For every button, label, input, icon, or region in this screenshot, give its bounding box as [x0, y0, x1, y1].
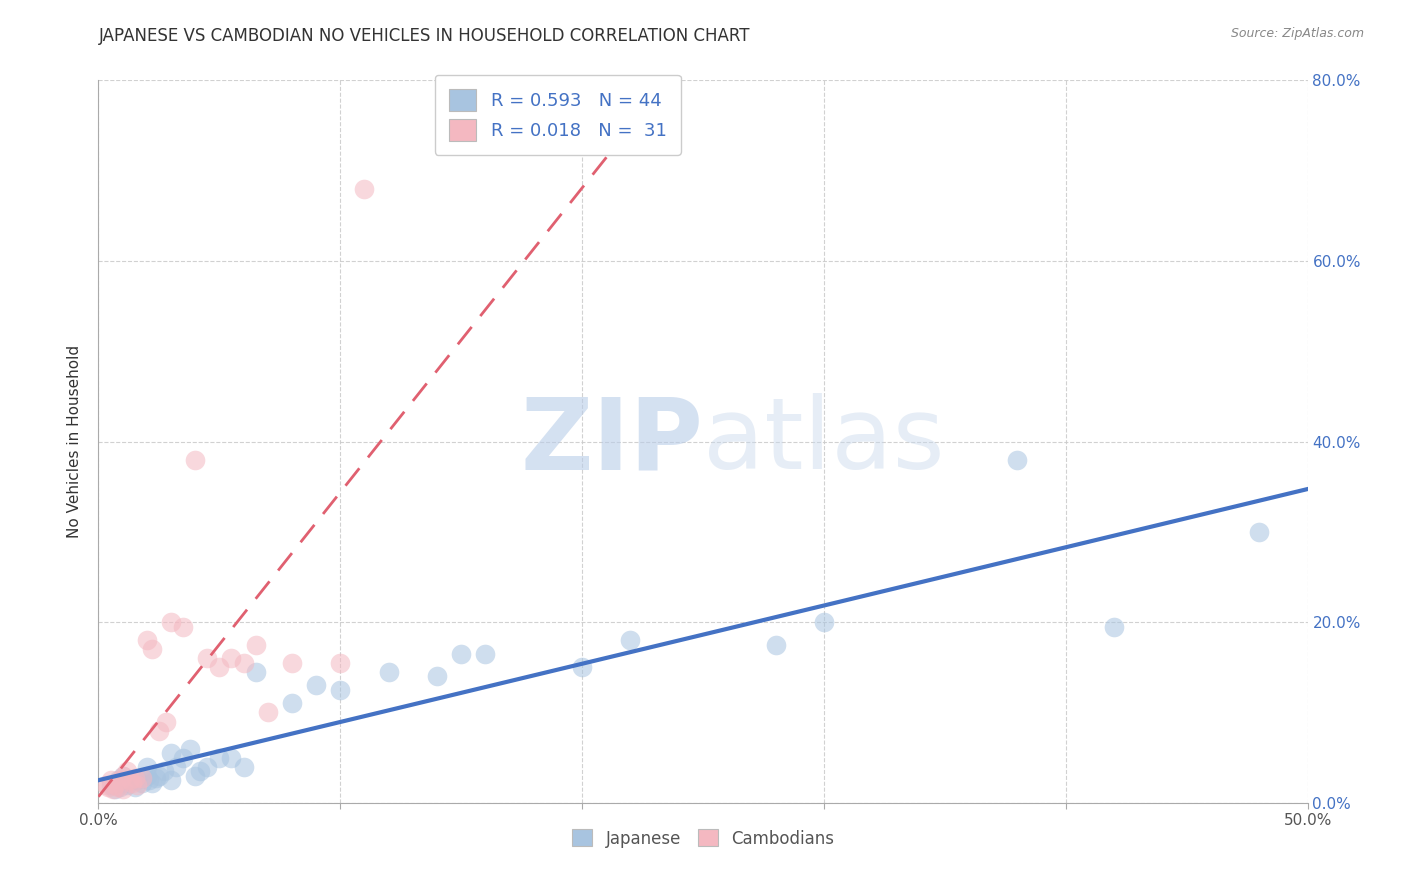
Point	[107, 780, 129, 794]
Point	[107, 773, 129, 788]
Point	[148, 723, 170, 738]
Point	[155, 714, 177, 729]
Point	[121, 776, 143, 790]
Y-axis label: No Vehicles in Household: No Vehicles in Household	[67, 345, 83, 538]
Point	[160, 615, 183, 630]
Point	[165, 760, 187, 774]
Point	[305, 678, 328, 692]
Point	[281, 656, 304, 670]
Point	[353, 182, 375, 196]
Point	[329, 656, 352, 670]
Point	[160, 773, 183, 788]
Point	[208, 750, 231, 764]
Text: atlas: atlas	[703, 393, 945, 490]
Point	[426, 669, 449, 683]
Legend: Japanese, Cambodians: Japanese, Cambodians	[564, 821, 842, 856]
Point	[188, 764, 211, 779]
Point	[135, 760, 157, 774]
Point	[124, 780, 146, 794]
Point	[111, 769, 134, 783]
Point	[101, 782, 124, 797]
Point	[221, 750, 243, 764]
Point	[141, 642, 163, 657]
Point	[127, 778, 149, 792]
Point	[1007, 452, 1029, 467]
Point	[256, 706, 278, 720]
Point	[195, 651, 218, 665]
Point	[135, 633, 157, 648]
Point	[195, 760, 218, 774]
Point	[145, 771, 167, 785]
Point	[104, 778, 127, 792]
Point	[160, 746, 183, 760]
Point	[100, 773, 122, 788]
Point	[131, 771, 153, 785]
Point	[619, 633, 641, 648]
Point	[97, 780, 120, 794]
Point	[152, 764, 174, 779]
Point	[813, 615, 835, 630]
Point	[117, 778, 139, 792]
Point	[245, 665, 267, 679]
Point	[94, 778, 117, 792]
Point	[111, 782, 134, 797]
Point	[474, 647, 496, 661]
Point	[1249, 524, 1271, 539]
Point	[184, 769, 207, 783]
Point	[118, 773, 141, 788]
Point	[208, 660, 231, 674]
Point	[172, 620, 194, 634]
Point	[111, 769, 134, 783]
Point	[450, 647, 472, 661]
Point	[108, 780, 131, 794]
Point	[281, 697, 304, 711]
Point	[221, 651, 243, 665]
Point	[100, 778, 122, 792]
Point	[184, 452, 207, 467]
Text: ZIP: ZIP	[520, 393, 703, 490]
Point	[111, 776, 134, 790]
Point	[172, 750, 194, 764]
Point	[131, 776, 153, 790]
Text: JAPANESE VS CAMBODIAN NO VEHICLES IN HOUSEHOLD CORRELATION CHART: JAPANESE VS CAMBODIAN NO VEHICLES IN HOU…	[98, 27, 749, 45]
Point	[117, 764, 139, 779]
Point	[232, 760, 254, 774]
Point	[118, 773, 141, 788]
Point	[571, 660, 593, 674]
Point	[179, 741, 201, 756]
Point	[127, 773, 149, 788]
Point	[377, 665, 399, 679]
Text: Source: ZipAtlas.com: Source: ZipAtlas.com	[1230, 27, 1364, 40]
Point	[232, 656, 254, 670]
Point	[104, 782, 127, 797]
Point	[765, 638, 787, 652]
Point	[108, 773, 131, 788]
Point	[148, 769, 170, 783]
Point	[135, 769, 157, 783]
Point	[245, 638, 267, 652]
Point	[124, 771, 146, 785]
Point	[141, 776, 163, 790]
Point	[138, 773, 160, 788]
Point	[1102, 620, 1125, 634]
Point	[329, 682, 352, 697]
